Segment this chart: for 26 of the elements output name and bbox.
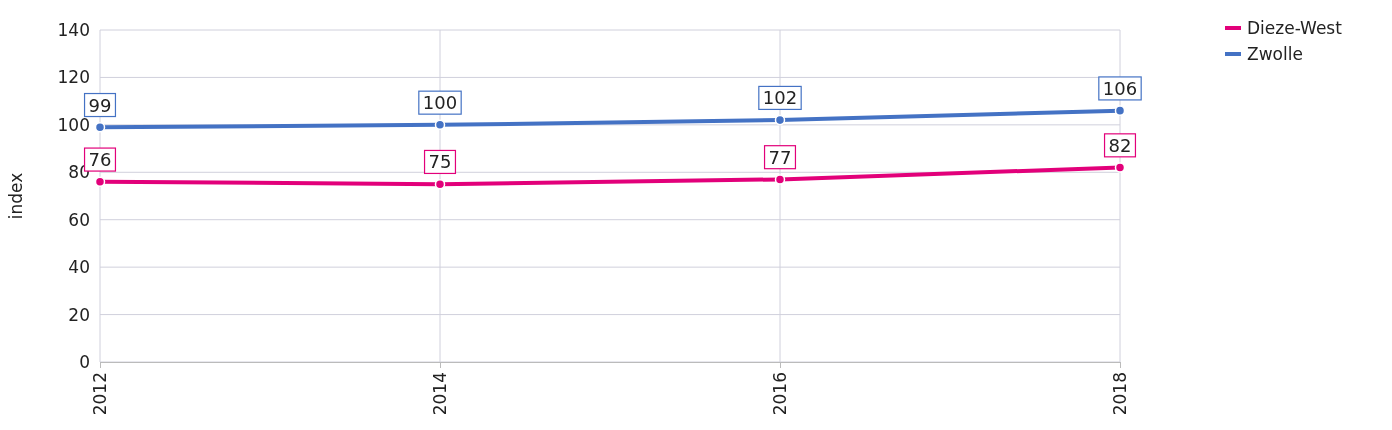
point (434, 119, 446, 131)
y-tick-label: 20 (68, 304, 90, 325)
x-tick-label: 2018 (1110, 372, 1131, 416)
x-tick-label: 2016 (770, 372, 791, 416)
y-tick-label: 0 (79, 351, 90, 372)
data-label: 77 (768, 146, 792, 168)
data-label: 100 (422, 92, 458, 114)
data-label: 75 (428, 151, 452, 173)
data-label: 76 (88, 149, 112, 171)
legend-label: Dieze-West (1247, 17, 1343, 38)
y-tick-label: 100 (57, 114, 90, 135)
y-tick-label: 120 (57, 67, 90, 88)
y-tick-label: 40 (68, 257, 90, 278)
x-tick-label: 2012 (90, 372, 111, 416)
point (774, 174, 786, 185)
y-tick-label: 60 (68, 209, 90, 230)
data-label: 99 (88, 94, 112, 116)
data-label: 102 (762, 87, 798, 109)
point (774, 114, 786, 126)
x-tick-label: 2014 (430, 372, 451, 416)
data-label: 82 (1108, 134, 1132, 156)
y-tick-label: 140 (57, 19, 90, 40)
point (434, 178, 446, 190)
data-label: 106 (1102, 77, 1138, 99)
legend-label: Zwolle (1247, 43, 1303, 64)
y-axis-title: index (6, 172, 26, 220)
